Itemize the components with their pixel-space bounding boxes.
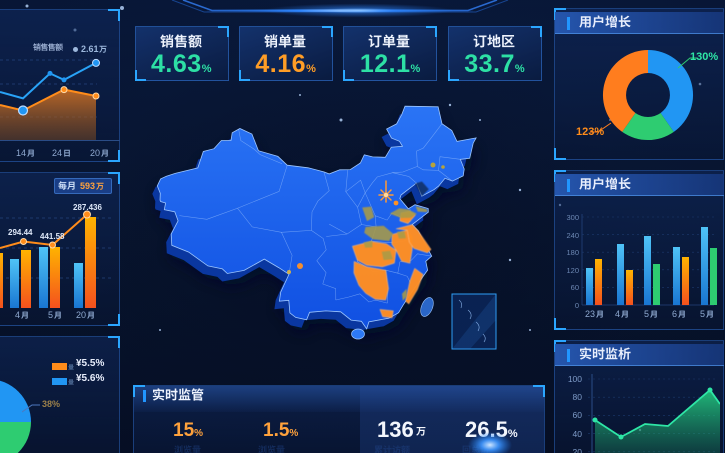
svg-text:120: 120 bbox=[566, 266, 579, 275]
svg-text:60: 60 bbox=[573, 410, 583, 420]
svg-text:80: 80 bbox=[573, 392, 583, 402]
svg-text:40: 40 bbox=[573, 429, 583, 439]
svg-text:0: 0 bbox=[575, 301, 579, 310]
svg-text:180: 180 bbox=[566, 248, 579, 257]
svg-text:100: 100 bbox=[568, 374, 582, 384]
svg-text:60: 60 bbox=[571, 283, 579, 292]
svg-text:20: 20 bbox=[573, 447, 583, 453]
svg-text:300: 300 bbox=[566, 213, 579, 222]
svg-text:240: 240 bbox=[566, 231, 579, 240]
